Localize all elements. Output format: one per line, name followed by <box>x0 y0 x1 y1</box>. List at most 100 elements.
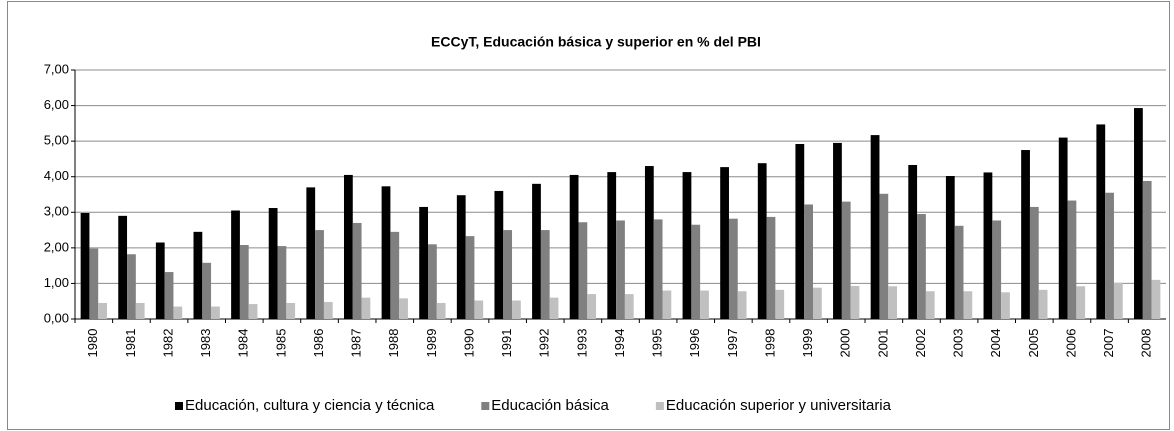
bar <box>436 302 446 319</box>
legend-label: Educación básica <box>491 397 609 414</box>
x-tick-label: 1996 <box>687 329 702 358</box>
x-tick-label: 1999 <box>800 329 815 358</box>
bar <box>494 190 504 319</box>
y-tick-label: 3,00 <box>44 204 69 219</box>
bar <box>193 231 203 319</box>
bar <box>1001 292 1010 319</box>
bar <box>569 174 579 319</box>
bar <box>343 174 353 319</box>
bar <box>653 219 663 319</box>
chart-title: ECCyT, Educación básica y superior en % … <box>431 34 761 50</box>
bar <box>954 225 964 319</box>
bar <box>908 164 918 319</box>
bar <box>1021 150 1030 319</box>
bar <box>248 304 258 319</box>
x-tick-label: 1981 <box>123 329 138 358</box>
x-tick-label: 2004 <box>988 329 1003 358</box>
bar <box>963 291 973 319</box>
bar <box>323 301 333 319</box>
bar <box>306 187 316 319</box>
bar <box>512 300 521 319</box>
bar <box>1105 192 1114 319</box>
bar <box>286 302 296 319</box>
x-tick-label: 1980 <box>85 329 100 358</box>
legend-swatch <box>175 402 183 410</box>
bar <box>992 220 1002 319</box>
bar <box>983 172 993 319</box>
bar <box>135 302 145 319</box>
bar <box>888 286 898 319</box>
x-tick-label: 1997 <box>725 329 740 358</box>
bar <box>841 201 851 319</box>
bar <box>578 222 588 319</box>
bar <box>173 306 183 319</box>
bar <box>164 272 174 319</box>
bar <box>587 294 597 319</box>
y-tick-label: 7,00 <box>44 61 69 76</box>
x-tick-label: 1989 <box>424 329 439 358</box>
bar <box>231 210 240 319</box>
x-tick-label: 2001 <box>875 329 890 358</box>
bar <box>1134 108 1143 319</box>
bar <box>465 236 475 319</box>
bar <box>766 216 776 319</box>
legend-label: Educación, cultura y ciencia y técnica <box>185 397 435 414</box>
bar <box>474 300 484 319</box>
x-tick-label: 1983 <box>198 329 213 358</box>
bar <box>945 176 955 319</box>
x-tick-label: 1982 <box>160 329 175 358</box>
bar <box>202 262 212 319</box>
bar <box>1076 286 1086 319</box>
x-tick-label: 1987 <box>349 329 364 358</box>
bar <box>700 290 709 319</box>
bar <box>879 193 889 319</box>
bar <box>812 287 822 319</box>
bar <box>352 222 362 319</box>
x-tick-label: 1998 <box>762 329 777 358</box>
bar <box>775 289 785 319</box>
x-tick-label: 1990 <box>461 329 476 358</box>
bar <box>682 172 692 319</box>
bar <box>268 208 278 319</box>
bar <box>1142 180 1152 319</box>
legend-swatch <box>481 402 490 410</box>
bar <box>1058 137 1068 319</box>
bar <box>870 135 880 319</box>
y-tick-label: 1,00 <box>44 275 69 290</box>
bar <box>399 298 408 319</box>
bar <box>155 242 165 319</box>
legend-swatch <box>655 402 664 410</box>
y-tick-label: 5,00 <box>44 133 69 148</box>
bar <box>917 214 926 319</box>
x-tick-label: 1995 <box>650 329 665 358</box>
bar <box>315 230 324 319</box>
x-tick-label: 2000 <box>838 329 853 358</box>
x-tick-label: 1986 <box>311 329 326 358</box>
bar <box>532 183 541 319</box>
bar <box>795 143 805 319</box>
bar <box>720 167 729 319</box>
bar <box>428 244 437 319</box>
bar <box>691 224 701 319</box>
bar <box>118 215 128 319</box>
bar <box>419 206 429 319</box>
bar <box>1113 282 1123 319</box>
x-tick-label: 2006 <box>1063 329 1078 358</box>
bar <box>925 291 935 319</box>
x-tick-label: 1993 <box>574 329 589 358</box>
bar <box>1096 124 1106 319</box>
chart-border <box>7 1 1170 430</box>
x-tick-label: 1985 <box>273 329 288 358</box>
bar <box>80 212 90 319</box>
x-tick-label: 2002 <box>913 329 928 358</box>
bar <box>98 302 107 319</box>
bar <box>1151 279 1161 319</box>
bar <box>127 254 136 319</box>
bar <box>89 248 99 319</box>
bar <box>662 290 672 319</box>
x-tick-label: 1992 <box>537 329 552 358</box>
bar <box>804 204 813 319</box>
bar <box>540 230 550 319</box>
bar <box>616 220 625 319</box>
x-tick-label: 1988 <box>386 329 401 358</box>
